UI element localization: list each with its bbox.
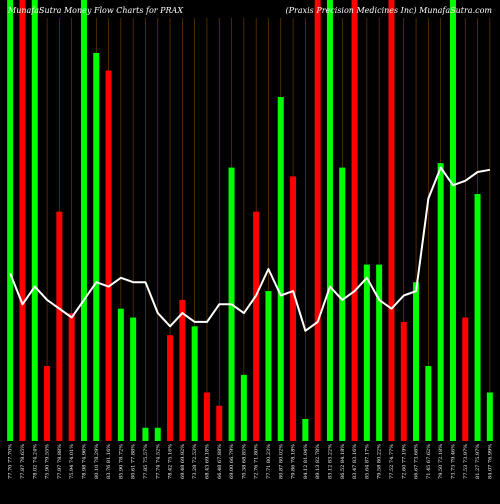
- x-tick-label: 85.64 87.17%: [364, 444, 370, 479]
- x-tick-label: 83.76 81.16%: [106, 444, 112, 479]
- flow-bar: [154, 427, 161, 441]
- flow-bar: [351, 0, 358, 441]
- x-tick-label: 69.48 69.92%: [180, 444, 186, 479]
- x-tick-label: 89.13 82.78%: [315, 444, 321, 479]
- flow-bar: [68, 313, 75, 441]
- flow-bar: [413, 282, 420, 441]
- flow-bar: [265, 291, 272, 441]
- x-tick-label: 77.87 78.65%: [20, 444, 26, 479]
- flow-bar: [339, 167, 346, 441]
- x-tick-label: 80.10 78.29%: [94, 444, 100, 479]
- x-tick-label: 71.45 67.62%: [426, 444, 432, 479]
- flow-bar: [56, 211, 63, 441]
- chart-title-right: (Praxis Precision Medicines Inc) MunafaS…: [286, 6, 493, 15]
- flow-bar: [240, 374, 247, 441]
- x-tick-label: 77.71 80.23%: [266, 444, 272, 479]
- x-tick-label: 81.27 75.97%: [475, 444, 481, 479]
- money-flow-line: [9, 166, 491, 332]
- x-tick-label: 73.28 72.53%: [192, 444, 198, 479]
- flow-bar: [388, 0, 395, 441]
- flow-bar: [117, 308, 124, 441]
- x-tick-label: 80.87 80.02%: [278, 444, 284, 479]
- x-tick-label: 72.76 71.80%: [254, 444, 260, 479]
- x-tick-label: 85.90 78.72%: [118, 444, 124, 479]
- flow-bar: [437, 163, 444, 442]
- flow-bar: [142, 427, 149, 441]
- x-tick-label: 83.47 83.16%: [352, 444, 358, 479]
- x-tick-label: 79.86 78.18%: [291, 444, 297, 479]
- x-tick-label: 77.70 77.70%: [8, 444, 14, 479]
- flow-bar: [80, 0, 87, 441]
- flow-bar: [179, 299, 186, 441]
- flow-bar: [191, 326, 198, 441]
- x-tick-label: 77.97 78.88%: [57, 444, 63, 479]
- x-tick-label: 75.94 74.01%: [69, 444, 75, 479]
- x-tick-label: 77.85 75.57%: [143, 444, 149, 479]
- x-tick-label: 73.73 79.46%: [450, 444, 456, 479]
- flow-bar: [31, 0, 38, 441]
- flow-bar: [314, 0, 321, 441]
- flow-bar: [302, 418, 309, 441]
- flow-bar: [400, 321, 407, 441]
- flow-bar: [44, 366, 51, 441]
- flow-bar: [167, 335, 174, 441]
- x-tick-label: 70.38 68.85%: [241, 444, 247, 479]
- flow-bar: [203, 392, 210, 441]
- x-tick-label: 75.90 79.55%: [45, 444, 51, 479]
- flow-bar: [93, 52, 100, 442]
- flow-bar: [425, 366, 432, 441]
- flow-bar: [326, 0, 333, 441]
- x-tick-label: 66.67 73.66%: [414, 444, 420, 479]
- flow-bar: [253, 211, 260, 441]
- x-tick-label: 77.52 74.77%: [389, 444, 395, 479]
- flow-bar: [462, 317, 469, 441]
- flow-bar: [363, 264, 370, 441]
- x-tick-label: 84.07 76.99%: [487, 444, 493, 479]
- flow-bar: [130, 317, 137, 441]
- flow-bar: [290, 176, 297, 441]
- flow-bar: [216, 405, 223, 441]
- x-tick-label: 79.58 80.22%: [377, 444, 383, 479]
- x-tick-label: 80.61 77.88%: [131, 444, 137, 479]
- x-tick-label: 68.43 69.18%: [204, 444, 210, 479]
- flow-bar: [474, 194, 481, 441]
- flow-bar: [376, 264, 383, 441]
- flow-bar: [277, 97, 284, 442]
- chart-title-left: MunafaSutra Money Flow Charts for PRAX: [7, 6, 183, 15]
- flow-bar: [7, 0, 14, 441]
- flow-bar: [105, 70, 112, 441]
- flow-bar: [486, 392, 493, 441]
- x-tick-label: 83.12 83.22%: [327, 444, 333, 479]
- x-tick-label: 78.02 74.24%: [32, 444, 38, 479]
- flow-bar: [449, 0, 456, 441]
- x-tick-label: 78.98 74.96%: [81, 444, 87, 479]
- x-tick-label: 78.42 75.16%: [168, 444, 174, 479]
- x-tick-label: 77.53 73.97%: [463, 444, 469, 479]
- x-tick-label: 77.74 74.52%: [155, 444, 161, 479]
- x-tick-label: 66.48 67.88%: [217, 444, 223, 479]
- x-tick-label: 79.50 72.18%: [438, 444, 444, 479]
- flow-bar: [19, 0, 26, 441]
- x-tick-label: 86.52 84.18%: [340, 444, 346, 479]
- x-tick-label: 69.00 66.79%: [229, 444, 235, 479]
- x-tick-label: 84.12 81.04%: [303, 444, 309, 479]
- x-tick-label: 72.60 77.19%: [401, 444, 407, 479]
